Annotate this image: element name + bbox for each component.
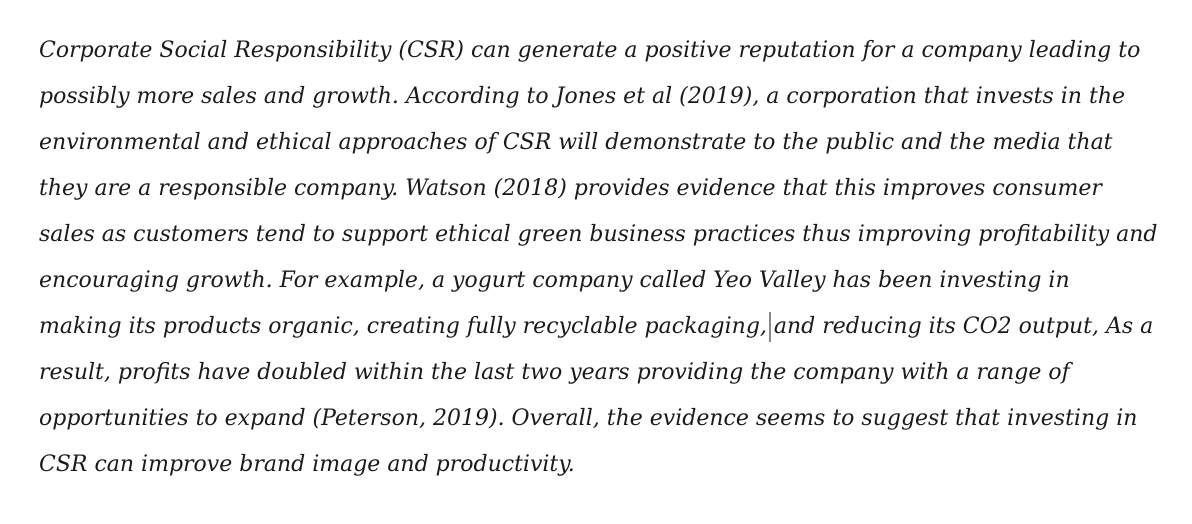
text-line: encouraging growth. For example, a yogur… [39,268,1070,293]
text-line: CSR can improve brand image and producti… [39,452,575,477]
text-after-caret: and reducing its CO2 output, As a [773,314,1154,339]
text-line: Corporate Social Responsibility (CSR) ca… [39,38,1141,63]
text-cursor [768,312,771,342]
text-line: sales as customers tend to support ethic… [39,222,1158,247]
text-line: opportunities to expand (Peterson, 2019)… [39,406,1138,431]
text-line: environmental and ethical approaches of … [39,130,1113,155]
text-line: result, profits have doubled within the … [39,360,1070,385]
text-before-caret: making its products organic, creating fu… [39,314,767,339]
text-line-with-caret: making its products organic, creating fu… [39,304,1179,350]
body-paragraph[interactable]: Corporate Social Responsibility (CSR) ca… [39,28,1179,488]
text-line: they are a responsible company. Watson (… [39,176,1102,201]
text-line: possibly more sales and growth. Accordin… [39,84,1126,109]
